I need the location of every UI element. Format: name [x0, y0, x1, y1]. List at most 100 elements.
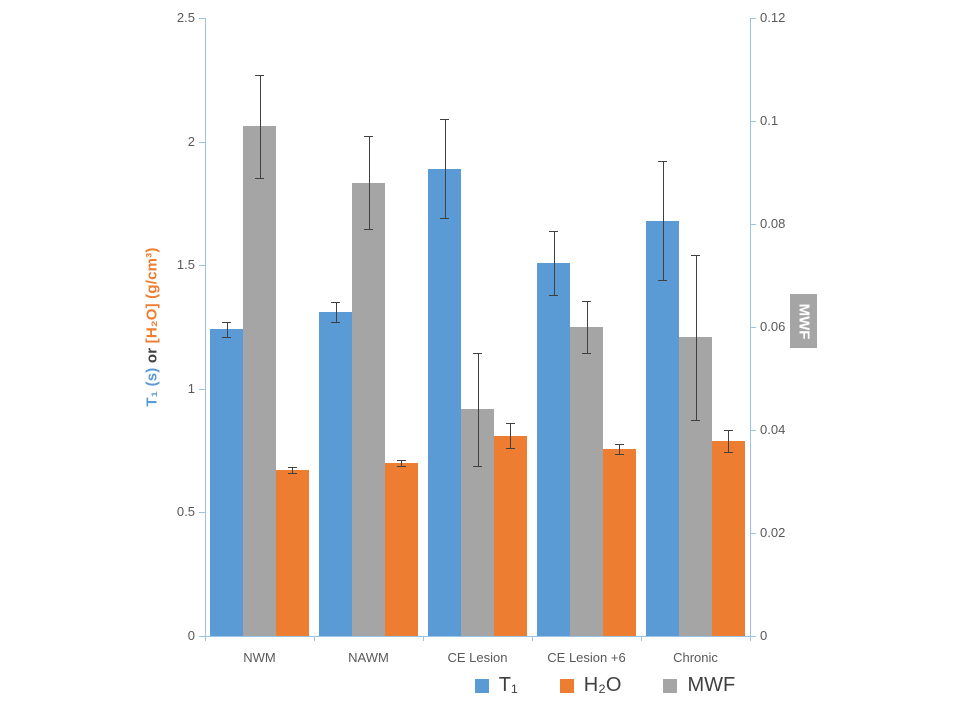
left-tick-mark — [199, 141, 205, 143]
error-bar-line — [226, 322, 228, 337]
error-bar-cap-top — [614, 444, 624, 446]
error-bar-cap-bottom — [691, 419, 700, 421]
error-bar-cap-bottom — [614, 454, 624, 456]
bar-MWF — [352, 182, 385, 636]
left-tick-mark — [199, 18, 205, 19]
error-bar-line — [695, 254, 697, 420]
error-bar-line — [586, 301, 588, 353]
bar-MWF — [570, 327, 603, 636]
error-bar-cap-top — [473, 352, 482, 354]
legend-swatch — [559, 678, 574, 693]
bottom-tick-mark — [314, 636, 315, 641]
left-tick-label: 1.5 — [176, 257, 195, 273]
left-tick-mark — [199, 636, 205, 637]
bar-T₁ — [210, 329, 244, 636]
legend: T₁ H₂O MWF — [0, 674, 960, 697]
bar-T₁ — [646, 220, 680, 636]
right-tick-mark — [750, 327, 756, 328]
error-bar-line — [553, 230, 555, 295]
bar-T₁ — [537, 262, 571, 636]
error-bar-cap-bottom — [505, 448, 515, 450]
error-bar-cap-top — [222, 322, 232, 324]
category-label: Chronic — [673, 650, 718, 665]
error-bar-cap-bottom — [473, 466, 482, 468]
error-bar-line — [619, 444, 621, 455]
legend-item: MWF — [663, 674, 735, 697]
bar-T₁ — [319, 312, 353, 636]
left-tick-mark — [199, 265, 205, 267]
right-tick-label: 0.08 — [760, 216, 786, 231]
right-tick-label: 0.02 — [760, 525, 786, 540]
error-bar-line — [444, 119, 446, 219]
bar-MWF — [243, 126, 276, 636]
error-bar-cap-top — [658, 161, 668, 163]
error-bar-cap-bottom — [255, 177, 264, 179]
error-bar-line — [662, 161, 664, 281]
bar-MWF — [461, 409, 494, 636]
bottom-tick-mark — [423, 636, 424, 641]
error-bar-cap-bottom — [331, 322, 341, 324]
legend-swatch — [474, 678, 489, 693]
bar-H₂O — [493, 435, 527, 636]
error-bar-cap-top — [440, 119, 450, 121]
error-bar-line — [292, 467, 294, 474]
bar-H₂O — [275, 470, 309, 636]
right-tick-mark — [750, 18, 756, 19]
left-tick-label: 0 — [187, 628, 195, 643]
error-bar-cap-top — [396, 459, 406, 461]
category-label: NWM — [243, 650, 276, 665]
right-tick-label: 0.1 — [760, 113, 779, 128]
left-tick-label: 2 — [187, 133, 195, 149]
error-bar-cap-top — [255, 74, 264, 76]
legend-label: T₁ — [498, 674, 518, 696]
bar-T₁ — [428, 168, 462, 636]
plot-area — [205, 18, 750, 636]
error-bar-cap-bottom — [723, 451, 733, 453]
bottom-tick-mark — [750, 636, 751, 641]
left-tick-label: 1 — [187, 380, 195, 396]
left-tick-label: 0.5 — [176, 504, 195, 520]
error-bar-line — [335, 302, 337, 323]
error-bar-line — [728, 429, 730, 452]
right-tick-label: 0.04 — [760, 422, 786, 437]
bottom-axis-line — [205, 636, 751, 637]
right-tick-mark — [750, 121, 756, 122]
right-tick-mark — [750, 533, 756, 534]
bottom-tick-mark — [641, 636, 642, 641]
error-bar-cap-top — [331, 302, 341, 304]
error-bar-cap-bottom — [549, 294, 559, 296]
bar-MWF — [679, 337, 712, 636]
error-bar-line — [401, 459, 403, 466]
legend-label: H₂O — [583, 674, 622, 696]
right-tick-mark — [750, 430, 756, 431]
error-bar-cap-bottom — [222, 336, 232, 338]
legend-label: MWF — [687, 674, 736, 696]
error-bar-cap-bottom — [658, 280, 668, 282]
error-bar-cap-bottom — [364, 229, 373, 231]
error-bar-cap-top — [287, 467, 297, 469]
right-tick-label: 0.12 — [760, 10, 786, 25]
error-bar-line — [477, 352, 479, 467]
error-bar-cap-top — [723, 429, 733, 431]
right-tick-mark — [750, 224, 756, 225]
legend-item: H₂O — [559, 674, 622, 697]
category-label: CE Lesion — [447, 650, 508, 665]
category-label: CE Lesion +6 — [547, 650, 626, 665]
left-tick-mark — [199, 512, 205, 514]
error-bar-line — [368, 136, 370, 230]
error-bar-cap-bottom — [440, 218, 450, 220]
error-bar-cap-bottom — [582, 352, 591, 354]
bottom-tick-mark — [532, 636, 533, 641]
error-bar-cap-top — [691, 254, 700, 256]
category-label: NAWM — [348, 650, 389, 665]
bottom-tick-mark — [205, 636, 206, 641]
right-tick-mark — [750, 636, 756, 637]
right-axis-title: MWF — [790, 294, 817, 348]
bar-H₂O — [384, 462, 418, 636]
error-bar-cap-bottom — [287, 473, 297, 475]
left-tick-mark — [199, 388, 205, 390]
error-bar-cap-top — [582, 301, 591, 303]
legend-item: T₁ — [474, 674, 518, 697]
bar-H₂O — [711, 440, 745, 636]
